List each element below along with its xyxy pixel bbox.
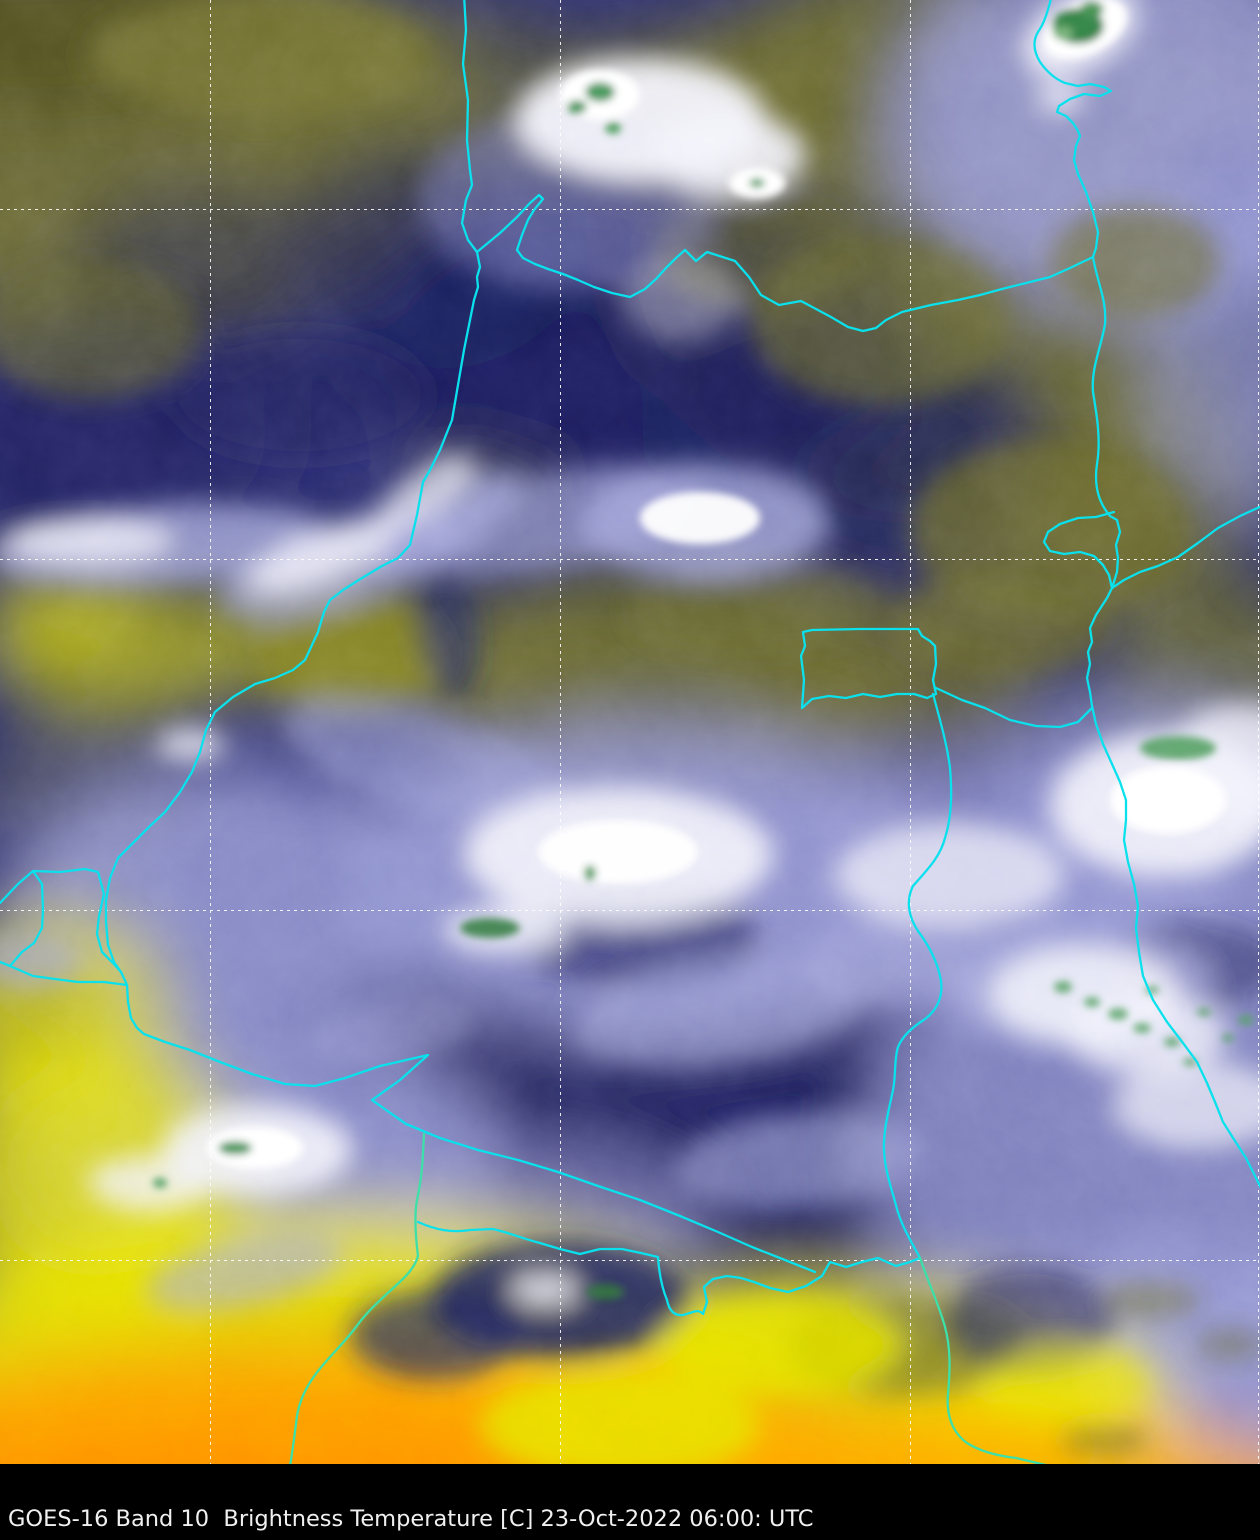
border-right-diagonal xyxy=(1042,505,1260,590)
river-southwest xyxy=(289,1132,426,1464)
caption-text: GOES-16 Band 10 Brightness Temperature [… xyxy=(8,1506,814,1532)
satellite-imagery xyxy=(0,0,1260,1464)
caption-bar: GOES-16 Band 10 Brightness Temperature [… xyxy=(0,1464,1260,1540)
border-box xyxy=(799,627,1094,729)
border-left-loop xyxy=(0,867,129,987)
border-west-main xyxy=(104,0,817,1274)
border-south-strand xyxy=(416,1220,922,1317)
border-north xyxy=(475,193,1095,333)
river-southeast xyxy=(918,1256,1047,1464)
country-borders xyxy=(0,0,1260,1317)
satellite-map xyxy=(0,0,1260,1464)
river-borders xyxy=(289,1132,1047,1464)
latlon-grid xyxy=(0,0,1260,1464)
border-river-central xyxy=(882,692,953,1260)
noise-texture-fine xyxy=(0,0,1260,1464)
border-northeast xyxy=(1033,0,1260,1189)
